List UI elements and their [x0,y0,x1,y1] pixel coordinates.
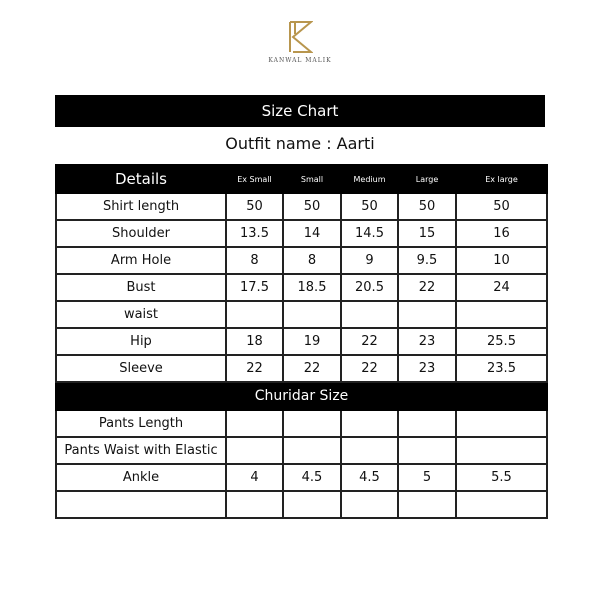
outfit-label: Outfit name : [225,134,332,153]
size-value: 22 [397,273,457,302]
size-value [455,436,548,465]
size-value [397,300,457,329]
size-value: 22 [225,354,284,383]
outfit-name: Outfit name : Aarti [0,134,600,153]
size-value [340,490,399,519]
table-row: Pants Length [55,409,548,438]
size-value [225,409,284,438]
size-value: 15 [397,219,457,248]
size-value [397,436,457,465]
size-value: 18 [225,327,284,356]
size-value: 50 [225,192,284,221]
column-header: Medium [340,164,399,194]
size-value [340,436,399,465]
size-value: 9 [340,246,399,275]
size-value [225,300,284,329]
table-row: Pants Waist with Elastic [55,436,548,465]
size-value: 8 [282,246,342,275]
size-value [282,300,342,329]
size-value: 23.5 [455,354,548,383]
size-value [282,409,342,438]
size-value: 22 [340,327,399,356]
size-value: 17.5 [225,273,284,302]
size-value [397,409,457,438]
size-value: 22 [282,354,342,383]
row-label: Sleeve [55,354,227,383]
size-value [340,409,399,438]
size-value [455,490,548,519]
table-row: Ankle 4 4.5 4.5 5 5.5 [55,463,548,492]
size-value [397,490,457,519]
size-value: 5 [397,463,457,492]
size-value: 20.5 [340,273,399,302]
size-value: 4.5 [282,463,342,492]
size-value: 14 [282,219,342,248]
table-row: Bust 17.5 18.5 20.5 22 24 [55,273,548,302]
table-row: Arm Hole 8 8 9 9.5 10 [55,246,548,275]
size-value [340,300,399,329]
size-value [282,436,342,465]
column-header: Ex Small [225,164,284,194]
table-row: Shoulder 13.5 14 14.5 15 16 [55,219,548,248]
row-label: Arm Hole [55,246,227,275]
size-value: 5.5 [455,463,548,492]
size-value: 4.5 [340,463,399,492]
size-value: 50 [340,192,399,221]
size-value: 50 [397,192,457,221]
row-label: Shirt length [55,192,227,221]
size-value: 8 [225,246,284,275]
size-value: 14.5 [340,219,399,248]
column-header: Large [397,164,457,194]
size-value: 25.5 [455,327,548,356]
size-value: 50 [455,192,548,221]
table-row [55,490,548,519]
row-label: waist [55,300,227,329]
column-header: Small [282,164,342,194]
row-label: Pants Waist with Elastic [55,436,227,465]
size-value: 18.5 [282,273,342,302]
size-value: 24 [455,273,548,302]
brand-name: KANWAL MALIK [268,57,332,64]
size-value [225,490,284,519]
table-row: Sleeve 22 22 22 23 23.5 [55,354,548,383]
churidar-section-title: Churidar Size [55,381,548,411]
size-value [455,300,548,329]
table-row: waist [55,300,548,329]
header-row: Details Ex Small Small Medium Large Ex large [55,164,548,194]
table-row: Hip 18 19 22 23 25.5 [55,327,548,356]
size-value [455,409,548,438]
brand-logo: KANWAL MALIK [268,20,331,64]
size-value: 23 [397,327,457,356]
size-chart-title: Size Chart [55,95,545,127]
row-label: Shoulder [55,219,227,248]
size-table: Details Ex Small Small Medium Large Ex large … [55,164,548,519]
size-value: 10 [455,246,548,275]
size-value [282,490,342,519]
row-label: Bust [55,273,227,302]
column-header: Details [55,164,227,194]
size-value: 22 [340,354,399,383]
size-value: 13.5 [225,219,284,248]
row-label [55,490,227,519]
row-label: Ankle [55,463,227,492]
size-value: 50 [282,192,342,221]
outfit-value: Aarti [336,134,375,153]
row-label: Pants Length [55,409,227,438]
size-value: 23 [397,354,457,383]
size-value: 9.5 [397,246,457,275]
size-value: 19 [282,327,342,356]
size-value: 4 [225,463,284,492]
row-label: Hip [55,327,227,356]
column-header: Ex large [455,164,548,194]
table-row: Shirt length 50 50 50 50 50 [55,192,548,221]
size-value: 16 [455,219,548,248]
size-value [225,436,284,465]
k-monogram-icon [289,21,313,53]
